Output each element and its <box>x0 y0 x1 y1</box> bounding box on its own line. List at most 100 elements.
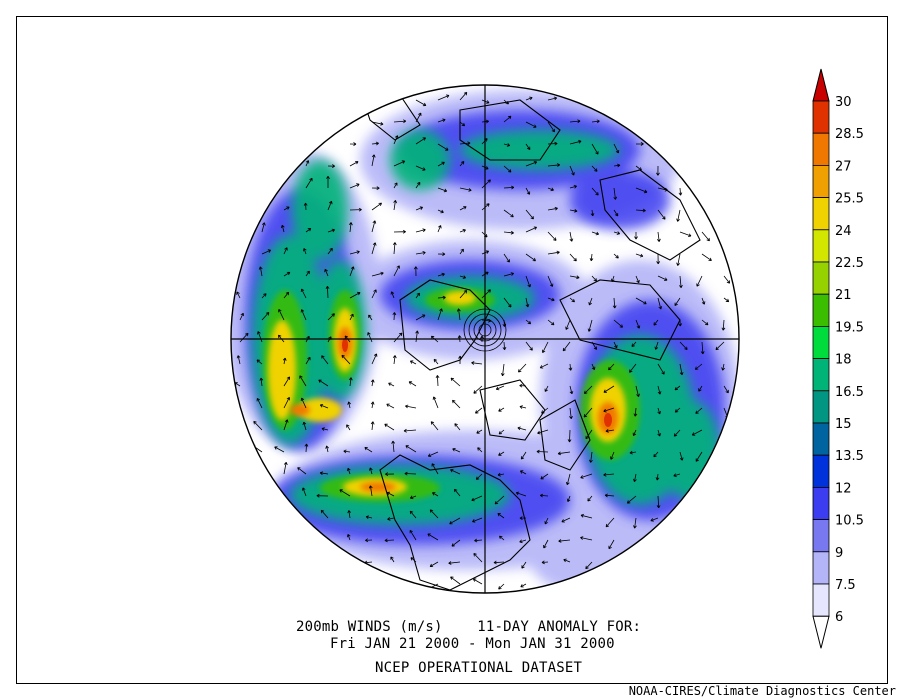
wind-arrow <box>631 341 637 347</box>
wind-arrow <box>370 421 375 431</box>
wind-arrow <box>604 493 615 498</box>
wind-arrow <box>347 533 351 541</box>
wind-arrow <box>518 363 527 373</box>
wind-arrow <box>431 463 439 475</box>
wind-arrow <box>349 250 360 255</box>
wind-arrow <box>341 354 351 365</box>
wind-arrow <box>349 266 355 277</box>
wind-arrow <box>547 250 560 255</box>
wind-arrow <box>721 319 726 331</box>
wind-arrow <box>472 578 483 585</box>
wind-arrow <box>475 407 483 414</box>
wind-arrow <box>393 332 403 343</box>
wind-arrow <box>700 341 705 355</box>
wind-arrow <box>679 275 683 289</box>
wind-arrow <box>459 206 467 211</box>
wind-arrow <box>495 385 505 391</box>
wind-arrow <box>392 242 397 255</box>
wind-arrow <box>679 363 684 376</box>
wind-arrow <box>371 353 378 365</box>
wind-arrow <box>473 385 483 394</box>
wind-arrow <box>454 488 461 497</box>
wind-arrow <box>569 231 574 242</box>
wind-arrow <box>347 467 351 475</box>
wind-arrow <box>544 517 549 525</box>
wind-arrow <box>429 561 439 567</box>
wind-arrow <box>503 115 512 123</box>
wind-arrow <box>349 142 357 146</box>
colorbar-swatch <box>812 583 830 617</box>
wind-arrow <box>459 248 464 255</box>
wind-arrow <box>473 553 483 563</box>
wind-arrow <box>261 222 266 233</box>
wind-arrow <box>610 451 615 460</box>
wind-arrow <box>393 200 398 211</box>
wind-arrow <box>459 228 466 233</box>
wind-arrow <box>565 319 571 330</box>
wind-arrow <box>349 313 354 321</box>
wind-arrow <box>678 319 683 327</box>
colorbar-swatch <box>812 454 830 488</box>
wind-arrow <box>405 404 417 409</box>
colorbar-label: 16.5 <box>835 385 864 400</box>
wind-arrow <box>569 184 577 189</box>
wind-arrow <box>437 225 442 233</box>
wind-arrow <box>348 222 353 233</box>
colorbar-swatch <box>812 486 830 520</box>
wind-arrow <box>525 253 536 262</box>
wind-arrow <box>283 419 289 431</box>
wind-arrow <box>348 377 353 387</box>
wind-arrow <box>562 341 571 352</box>
wind-arrow <box>409 510 417 519</box>
colorbar-swatch <box>812 390 830 424</box>
wind-arrow <box>613 319 623 328</box>
wind-vectors <box>234 91 731 590</box>
wind-arrow <box>346 424 351 431</box>
wind-arrow <box>679 341 688 350</box>
wind-arrow <box>561 517 571 523</box>
wind-arrow <box>632 429 637 437</box>
wind-arrow <box>701 319 709 326</box>
wind-arrow <box>391 440 396 453</box>
wind-arrow <box>547 297 555 302</box>
wind-arrow <box>701 231 710 242</box>
wind-arrow <box>392 355 397 365</box>
wind-arrow <box>387 517 395 521</box>
wind-arrow <box>701 253 712 261</box>
wind-arrow <box>429 509 439 519</box>
wind-arrow <box>325 445 329 453</box>
wind-arrow <box>676 209 681 222</box>
wind-arrow <box>258 266 263 277</box>
wind-arrow <box>371 186 380 191</box>
wind-arrow <box>520 451 527 460</box>
wind-arrow <box>390 291 395 299</box>
wind-arrow <box>499 535 505 541</box>
wind-arrow <box>384 538 395 543</box>
wind-arrow <box>503 297 512 308</box>
wind-arrow <box>519 470 527 475</box>
wind-arrow <box>695 451 703 462</box>
wind-arrow <box>547 231 557 241</box>
wind-arrow <box>565 473 571 486</box>
title-line-3: NCEP OPERATIONAL DATASET <box>375 660 583 676</box>
wind-arrow <box>537 429 549 435</box>
wind-arrow <box>608 539 615 550</box>
wind-arrow <box>415 206 424 211</box>
wind-arrow <box>721 363 725 371</box>
wind-arrow <box>656 253 661 265</box>
wind-arrow <box>327 313 335 321</box>
wind-arrow <box>409 360 417 365</box>
wind-arrow <box>547 187 554 192</box>
colorbar-swatch <box>812 551 830 585</box>
wind-arrow <box>696 275 703 287</box>
wind-arrow <box>393 119 407 124</box>
wind-arrow <box>656 165 660 176</box>
wind-arrow <box>403 428 417 433</box>
wind-arrow <box>459 121 466 127</box>
wind-arrow <box>236 291 241 299</box>
wind-arrow <box>415 314 426 321</box>
wind-arrow <box>653 451 659 458</box>
wind-arrow <box>557 451 571 456</box>
wind-arrow <box>676 253 681 266</box>
